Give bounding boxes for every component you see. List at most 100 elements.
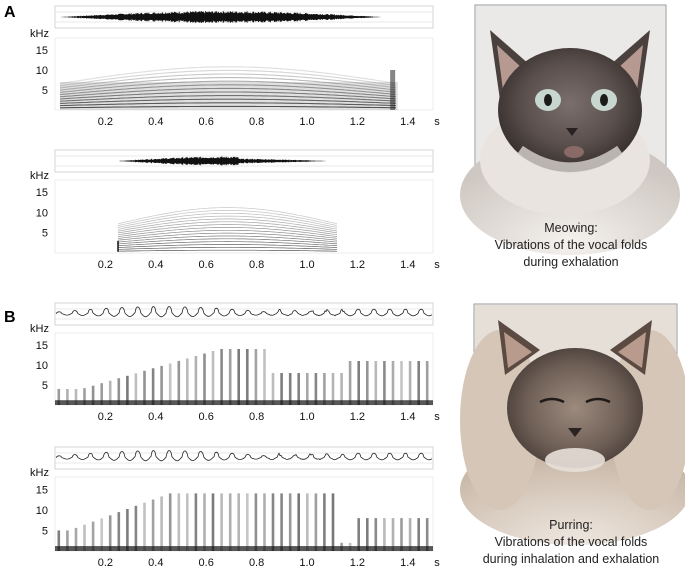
x-tick-label: 0.8 <box>249 259 264 271</box>
x-tick-label: 0.8 <box>249 557 264 569</box>
harmonic-band <box>59 69 397 87</box>
pulse-column <box>400 361 403 405</box>
pulse-column <box>314 493 318 551</box>
caption-purring-text: Purring: Vibrations of the vocal folds d… <box>451 517 685 568</box>
x-tick-label: 1.2 <box>350 116 365 128</box>
y-tick-label: 10 <box>36 360 48 372</box>
pulse-column <box>323 493 326 551</box>
panel-letter-b: B <box>4 309 16 326</box>
pulse-column <box>186 358 189 405</box>
harmonic-band <box>59 73 397 89</box>
y-tick-label: 5 <box>42 228 48 240</box>
caption-purring-line-2: Vibrations of the vocal folds <box>494 535 648 549</box>
pulse-column <box>177 493 181 551</box>
low-band <box>55 400 433 405</box>
harmonic-band <box>117 244 338 248</box>
x-tick-label: 0.4 <box>148 259 163 271</box>
pulse-column <box>203 493 206 551</box>
x-tick-label: 0.2 <box>98 116 113 128</box>
harmonic-band <box>59 98 397 104</box>
x-tick-label: 1.0 <box>299 411 314 423</box>
spectrogram-energy <box>55 349 433 405</box>
harmonic-band <box>117 238 338 245</box>
x-tick-label: 0.2 <box>98 557 113 569</box>
pulse-column <box>400 518 403 551</box>
harmonic-band <box>59 87 397 98</box>
x-tick-label: 0.6 <box>199 411 214 423</box>
caption-meowing-line-3: during exhalation <box>523 255 619 269</box>
pulse-column <box>177 360 181 405</box>
pulse-column <box>91 521 95 551</box>
pulse-column <box>160 365 163 405</box>
pulse-column <box>280 373 283 405</box>
pulse-column <box>151 368 155 405</box>
harmonic-band <box>117 241 338 247</box>
cat-meowing-photo-icon <box>460 4 680 255</box>
harmonic-band <box>117 215 338 230</box>
pulse-column <box>143 502 146 551</box>
harmonic-band <box>59 91 397 100</box>
cat-purring-photo-icon <box>460 303 685 545</box>
harmonic-band <box>59 77 397 91</box>
y-axis-unit: kHz <box>30 467 49 479</box>
recording-purr-2: kHz 15 10 5 0.2 0.4 0.6 0.8 1.0 1.2 1.4 s <box>30 446 440 569</box>
pulse-column <box>366 518 369 551</box>
pulse-column <box>383 361 386 405</box>
pulse-column <box>66 389 69 405</box>
harmonic-band <box>117 249 338 252</box>
x-tick-label: 1.2 <box>350 259 365 271</box>
x-tick-label: 0.2 <box>98 259 113 271</box>
pulse-column <box>331 493 335 551</box>
x-tick-label: 1.2 <box>350 557 365 569</box>
pulse-column <box>134 373 138 405</box>
caption-meowing-text: Meowing: Vibrations of the vocal folds d… <box>451 220 685 271</box>
pulse-column <box>108 380 112 405</box>
pulse-column <box>408 518 412 551</box>
pulse-column <box>383 518 386 551</box>
harmonic-band <box>59 66 397 85</box>
caption-purring-line-3: during inhalation and exhalation <box>482 552 660 566</box>
pulse-column <box>288 373 292 405</box>
pulse-column <box>331 373 335 405</box>
pulse-column <box>168 363 172 405</box>
panel-letter-a: A <box>4 4 16 21</box>
pulse-column <box>391 518 395 551</box>
spectrogram-frame <box>54 332 434 406</box>
harmonic-band <box>117 221 338 234</box>
pulse-column <box>263 349 266 405</box>
noise-band <box>60 82 398 110</box>
y-tick-label: 5 <box>42 85 48 97</box>
pulse-column <box>186 493 189 551</box>
pulse-column <box>374 361 378 405</box>
caption-purring-line-1: Purring: <box>549 518 593 532</box>
x-tick-label: 0.4 <box>148 116 163 128</box>
pulse-column <box>108 515 112 551</box>
pulse-column <box>134 505 138 551</box>
harmonic-band <box>117 235 338 243</box>
pulse-column <box>314 373 318 405</box>
x-tick-label: 0.2 <box>98 411 113 423</box>
pulse-column <box>100 518 103 551</box>
pulse-column <box>220 349 223 405</box>
x-tick-label: 1.0 <box>299 259 314 271</box>
caption-meowing-line-2: Vibrations of the vocal folds <box>494 238 648 252</box>
pulse-column <box>91 385 95 405</box>
pulse-column <box>74 389 78 405</box>
recording-meow-2: kHz 15 10 5 0.2 0.4 0.6 0.8 1.0 1.2 1.4 s <box>30 149 440 271</box>
pulse-column <box>417 361 420 405</box>
pulse-column <box>211 493 215 551</box>
low-band <box>55 546 433 551</box>
harmonic-band <box>59 84 397 96</box>
x-axis-unit: s <box>434 259 440 271</box>
spectrogram-energy <box>55 493 433 551</box>
pulse-column <box>263 493 266 551</box>
pulse-column <box>57 530 61 551</box>
harmonic-band <box>117 207 338 225</box>
x-tick-label: 0.4 <box>148 557 163 569</box>
harmonic-band <box>117 210 338 226</box>
pulse-column <box>271 493 275 551</box>
y-tick-label: 5 <box>42 380 48 392</box>
pulse-column <box>194 356 198 405</box>
pulse-column <box>228 493 232 551</box>
pulse-column <box>280 493 283 551</box>
